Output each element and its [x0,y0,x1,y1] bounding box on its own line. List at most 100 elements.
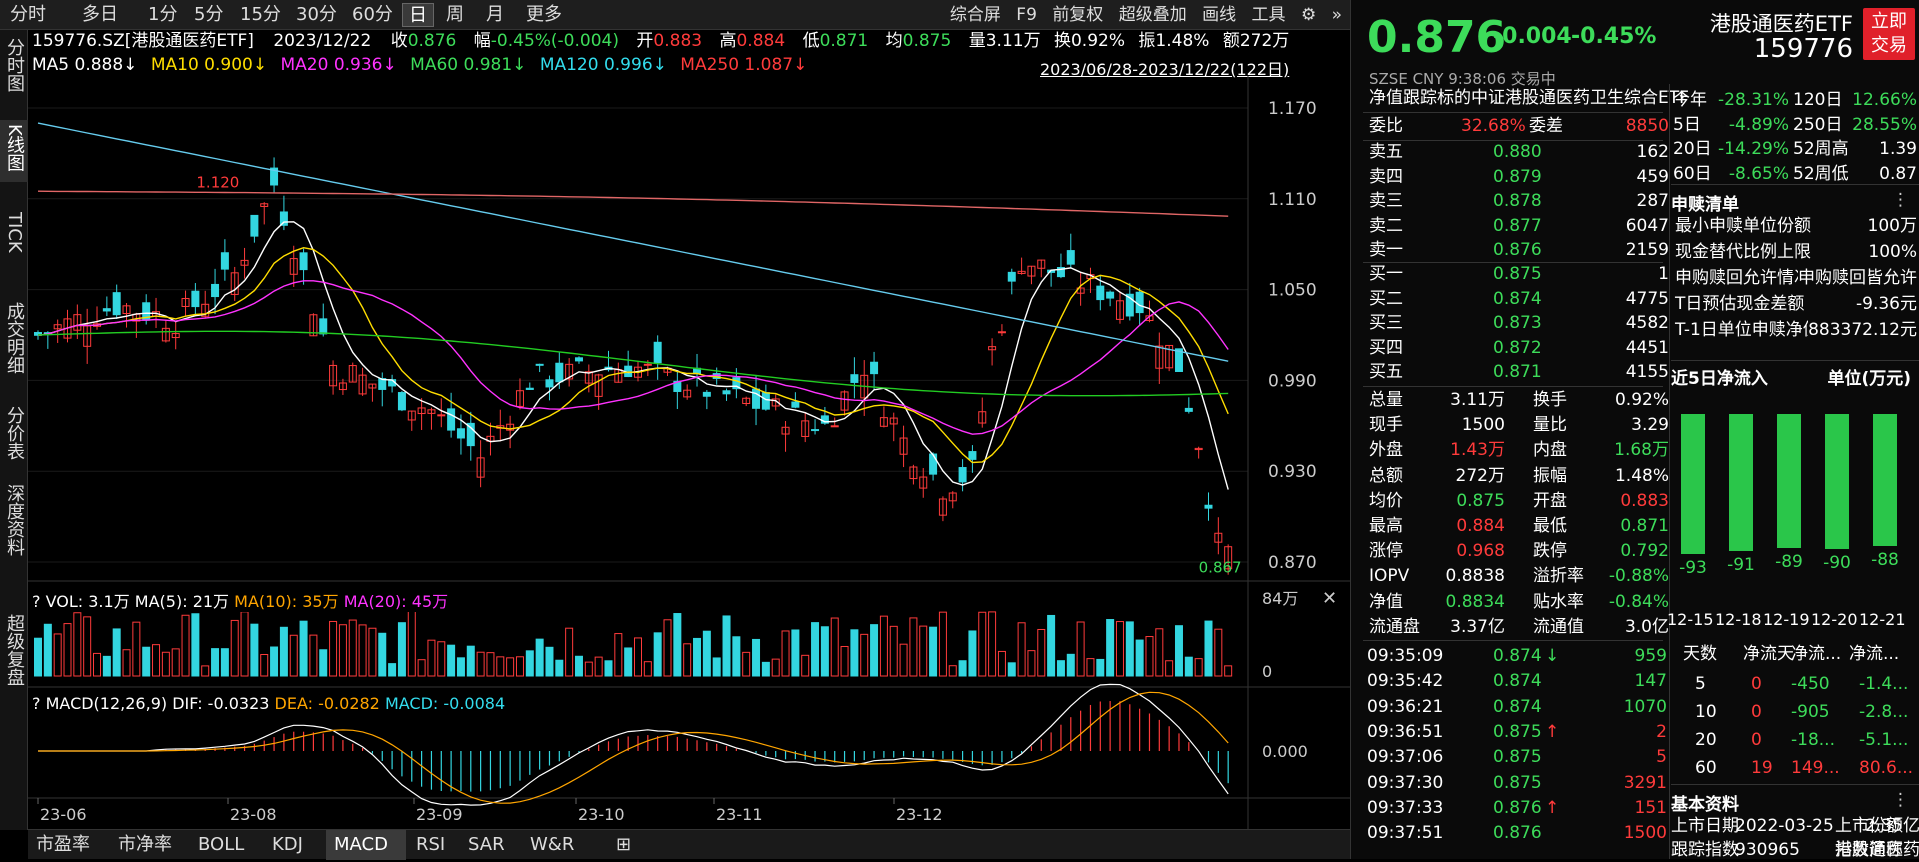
indicator-tab-4[interactable]: MACD [326,830,406,860]
level-volume: 4155 [1625,362,1669,382]
volume-bar [604,660,613,677]
tab-price-dist[interactable]: 分价表 [4,406,25,460]
tab-replay[interactable]: 超级复盘 [4,614,25,686]
ratio-value: 32.68% [1461,116,1526,136]
date-range[interactable]: 2023/06/28-2023/12/22(122日) [1040,60,1290,79]
stat-label: 溢折率 [1533,566,1584,587]
tab-tick[interactable]: TICK [4,212,25,253]
volume-bar [1047,614,1056,677]
basic-more-icon[interactable]: ⋮ [1892,790,1909,810]
volume-bar [634,637,642,677]
candle-body [1165,344,1174,369]
stat-value: 0.875 [1456,490,1505,511]
tick-price: 0.874 [1493,696,1542,717]
tool-adjust[interactable]: 前复权 [1052,5,1104,25]
tool-draw[interactable]: 画线 [1202,5,1237,25]
inflow-bar[interactable] [1825,414,1849,549]
tool-f9[interactable]: F9 [1016,5,1037,25]
volume-bar [1125,621,1134,677]
candle-body [299,252,308,271]
close-icon[interactable]: ✕ [1322,588,1338,609]
period-2[interactable]: 1分 [148,4,178,25]
tool-overlay[interactable]: 超级叠加 [1118,5,1187,25]
tool-overview[interactable]: 综合屏 [949,5,1001,25]
tab-depth[interactable]: 深度资料 [4,484,25,556]
period-3[interactable]: 5分 [194,4,224,25]
period-4[interactable]: 15分 [240,4,281,25]
asks-row-3[interactable]: 卖二 0.877 6047 [1369,214,1669,238]
macd-help-icon[interactable]: ? [32,694,41,713]
inflow-bar[interactable] [1729,414,1753,551]
asks-row-2[interactable]: 卖三 0.878 287 [1369,189,1669,213]
indicator-tab-0[interactable]: 市盈率 [36,834,90,855]
subscribe-more-icon[interactable]: ⋮ [1892,190,1909,210]
volume-bar [879,615,888,677]
volume-bar [289,634,298,677]
tool-tools[interactable]: 工具 [1251,5,1286,25]
candle-body [1115,300,1124,320]
bids-row-1[interactable]: 买二 0.874 4775 [1369,287,1669,311]
period-8[interactable]: 周 [446,4,464,25]
tick-arrow-icon: ↑ [1545,797,1560,818]
stat-value: 1.48% [1614,465,1669,486]
high-annotation: 1.120 [196,174,239,192]
candle-body [201,303,210,317]
stat-label: 最高 [1369,516,1403,536]
gear-icon[interactable]: ⚙ [1300,5,1317,25]
asks-row-4[interactable]: 卖一 0.876 2159 [1369,238,1669,262]
stat-row-5: 最高 0.884 最低 0.871 [1369,514,1669,538]
period-1[interactable]: 多日 [82,4,118,25]
period-toolbar: 分时 多日 1分 5分 15分 30分 60分日周 月 更多 综合屏 F9 前复权 超级叠加 画… [0,0,1350,30]
level-volume: 4451 [1625,337,1669,358]
indicator-tab-5[interactable]: RSI [416,834,446,855]
vol-axis-label: 0 [1262,662,1272,681]
tick-row-7: 09:37:51 0.876 1500 [1367,821,1667,845]
bids-row-3[interactable]: 买四 0.872 4451 [1369,336,1669,360]
add-tab-icon[interactable]: ⊞ [616,834,632,855]
perf-value: 0.87 [1879,163,1917,184]
asks-row-1[interactable]: 卖四 0.879 459 [1369,165,1669,189]
inflow-bar[interactable] [1873,414,1897,546]
flow-row-0: 5 0 -450 -1.4... [1351,672,1919,696]
inflow-bar[interactable] [1681,414,1705,554]
flow-header: 净流天 [1743,644,1794,664]
indicator-tab-3[interactable]: KDJ [272,834,303,855]
period-10[interactable]: 更多 [526,4,562,25]
bids-row-0[interactable]: 买一 0.875 1 [1369,262,1669,286]
candle-body [761,392,770,410]
inflow-date: 12-18 [1715,610,1762,629]
candle-body [476,457,485,478]
volume-bar [1037,628,1046,677]
candle-body [1066,250,1075,265]
bids-row-4[interactable]: 买五 0.871 4155 [1369,360,1669,384]
asks-row-0[interactable]: 卖五 0.880 162 [1369,140,1669,164]
indicator-tab-6[interactable]: SAR [468,834,505,855]
ma60-line [37,330,1229,397]
kline-chart[interactable]: 1.170 1.110 1.050 0.990 0.930 0.870 1.120 0.867… [28,76,1350,829]
period-5[interactable]: 30分 [296,4,337,25]
period-0[interactable]: 分时 [10,4,46,25]
macd-name: MACD(12,26,9) [45,694,168,713]
inflow-bar[interactable] [1777,414,1801,548]
tab-trade-detail[interactable]: 成交明细 [4,302,25,374]
tab-kline[interactable]: K线图 [0,120,28,182]
period-7[interactable]: 日 [402,3,434,27]
stat-label: 内盘 [1533,440,1567,461]
close-label: 收 [390,31,408,51]
stat-value: 0.8838 [1445,566,1505,587]
tick-time: 09:37:33 [1367,797,1444,818]
stat-label: 均价 [1369,490,1403,511]
tab-timeshare[interactable]: 分时图 [4,38,25,92]
candle-body [447,408,456,431]
period-6[interactable]: 60分 [352,4,393,25]
indicator-tab-7[interactable]: W&R [530,834,575,855]
flow-table-header: 天数 净流天 净流... 净流... [1351,642,1919,666]
period-9[interactable]: 月 [486,4,504,25]
stat-label: 流通盘 [1369,616,1420,637]
bids-row-2[interactable]: 买三 0.873 4582 [1369,311,1669,335]
indicator-tab-2[interactable]: BOLL [198,834,245,855]
expand-icon[interactable]: » [1331,5,1342,25]
indicator-tab-1[interactable]: 市净率 [118,834,172,855]
trade-now-button[interactable]: 立即交易 [1863,8,1915,60]
vol-help-icon[interactable]: ? [32,592,41,611]
